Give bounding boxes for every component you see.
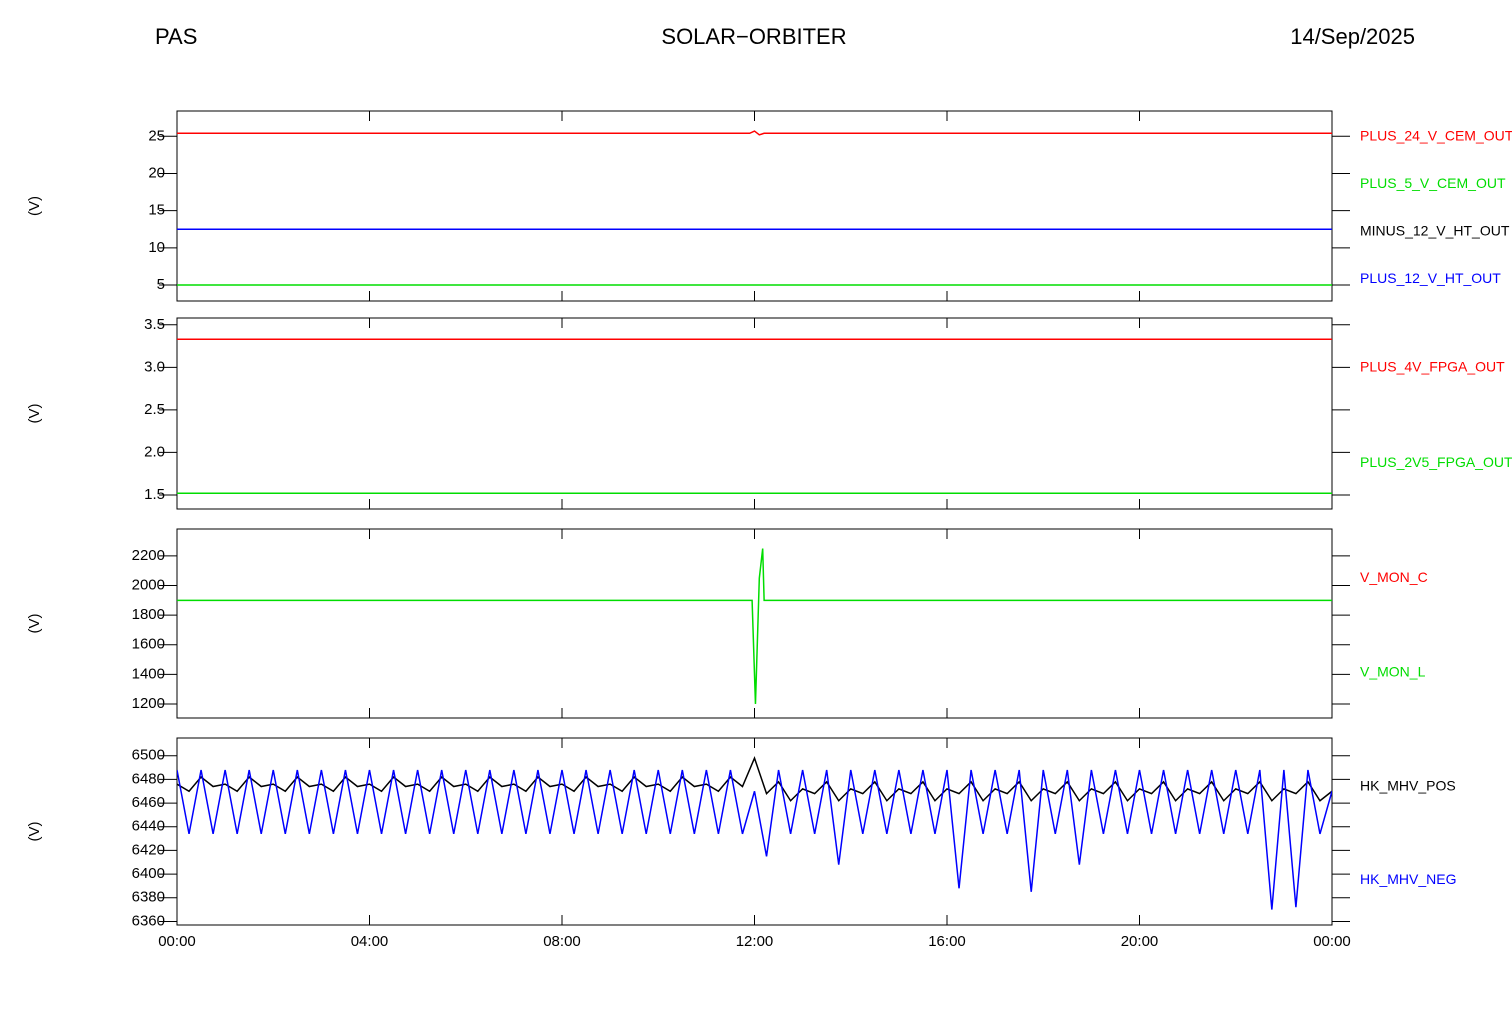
y-tick-label: 6420 <box>132 841 165 858</box>
legend-label: PLUS_12_V_HT_OUT <box>1360 270 1501 286</box>
y-axis-label: (V) <box>26 404 43 424</box>
series-line <box>177 130 1332 136</box>
y-tick-label: 1400 <box>132 665 165 682</box>
series-line <box>177 548 1332 704</box>
y-tick-label: 2000 <box>132 577 165 594</box>
legend-label: HK_MHV_POS <box>1360 777 1456 793</box>
legend-label: PLUS_2V5_FPGA_OUT <box>1360 454 1512 470</box>
y-tick-label: 20 <box>148 164 165 181</box>
x-tick-label: 04:00 <box>351 933 389 950</box>
x-tick-label: 12:00 <box>736 933 774 950</box>
legend-label: PLUS_24_V_CEM_OUT <box>1360 127 1512 143</box>
legend-label: HK_MHV_NEG <box>1360 871 1456 887</box>
header-center: SOLAR−ORBITER <box>661 24 846 49</box>
x-tick-label: 20:00 <box>1121 933 1159 950</box>
series-line <box>177 756 1332 802</box>
y-tick-label: 1600 <box>132 636 165 653</box>
y-tick-label: 15 <box>148 202 165 219</box>
y-tick-label: 2.5 <box>144 401 165 418</box>
header-right: 14/Sep/2025 <box>1290 24 1415 49</box>
header-left: PAS <box>155 24 197 49</box>
y-tick-label: 6400 <box>132 865 165 882</box>
y-tick-label: 6480 <box>132 770 165 787</box>
y-tick-label: 6440 <box>132 818 165 835</box>
x-tick-label: 00:00 <box>158 933 196 950</box>
y-tick-label: 6360 <box>132 912 165 929</box>
legend-label: V_MON_L <box>1360 663 1426 679</box>
x-tick-label: 08:00 <box>543 933 581 950</box>
plot-frame <box>176 110 1333 302</box>
legend-label: PLUS_4V_FPGA_OUT <box>1360 358 1505 374</box>
plot-frame <box>176 737 1333 926</box>
y-axis-label: (V) <box>26 614 43 634</box>
y-tick-label: 1200 <box>132 695 165 712</box>
y-tick-label: 3.5 <box>144 316 165 333</box>
plot-frame <box>176 317 1333 510</box>
y-tick-label: 2200 <box>132 547 165 564</box>
y-tick-label: 6380 <box>132 889 165 906</box>
y-tick-label: 25 <box>148 127 165 144</box>
y-tick-label: 6460 <box>132 794 165 811</box>
y-tick-label: 6500 <box>132 747 165 764</box>
legend-label: V_MON_C <box>1360 569 1428 585</box>
y-axis-label: (V) <box>26 822 43 842</box>
y-tick-label: 3.0 <box>144 358 165 375</box>
y-tick-label: 10 <box>148 239 165 256</box>
legend-label: PLUS_5_V_CEM_OUT <box>1360 175 1506 191</box>
y-axis-label: (V) <box>26 196 43 216</box>
legend-label: MINUS_12_V_HT_OUT <box>1360 222 1510 238</box>
y-tick-label: 5 <box>157 276 165 293</box>
x-tick-label: 00:00 <box>1313 933 1351 950</box>
y-tick-label: 2.0 <box>144 443 165 460</box>
x-tick-label: 16:00 <box>928 933 966 950</box>
series-line <box>177 769 1332 910</box>
y-tick-label: 1800 <box>132 606 165 623</box>
y-tick-label: 1.5 <box>144 486 165 503</box>
